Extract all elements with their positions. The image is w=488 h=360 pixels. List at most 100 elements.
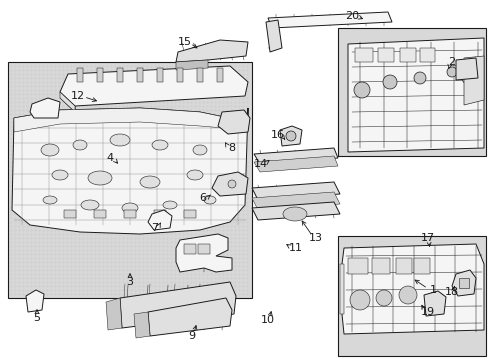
Polygon shape (339, 264, 343, 314)
Text: 4: 4 (106, 153, 113, 163)
Circle shape (227, 180, 236, 188)
Polygon shape (26, 290, 44, 312)
Polygon shape (251, 192, 339, 210)
Circle shape (446, 67, 456, 77)
Ellipse shape (110, 134, 130, 146)
Ellipse shape (88, 171, 112, 185)
Polygon shape (280, 126, 302, 146)
Bar (97, 68, 103, 82)
Ellipse shape (152, 140, 168, 150)
Polygon shape (253, 148, 337, 164)
Ellipse shape (73, 140, 87, 150)
Ellipse shape (43, 196, 57, 204)
Polygon shape (347, 38, 483, 152)
Bar (395, 258, 411, 274)
Polygon shape (423, 291, 445, 316)
Bar (117, 68, 123, 82)
Circle shape (413, 72, 425, 84)
Text: 19: 19 (420, 307, 434, 317)
Bar (183, 210, 196, 218)
Polygon shape (253, 156, 337, 172)
Bar (354, 48, 372, 62)
FancyBboxPatch shape (337, 236, 485, 356)
Ellipse shape (163, 201, 177, 209)
Polygon shape (265, 20, 282, 52)
Bar (154, 210, 165, 218)
Circle shape (398, 286, 416, 304)
Text: 9: 9 (188, 331, 195, 341)
Polygon shape (267, 12, 391, 28)
Bar (197, 68, 203, 82)
Text: 16: 16 (270, 130, 285, 140)
Text: 3: 3 (126, 277, 133, 287)
Circle shape (382, 75, 396, 89)
Bar (177, 68, 183, 82)
Polygon shape (455, 58, 477, 80)
Polygon shape (463, 56, 483, 105)
Bar (347, 258, 367, 274)
Circle shape (375, 290, 391, 306)
Text: 18: 18 (444, 287, 458, 297)
Polygon shape (251, 202, 339, 220)
Text: 2: 2 (447, 57, 455, 67)
Polygon shape (176, 234, 231, 272)
Bar (124, 210, 136, 218)
Bar (77, 68, 83, 82)
Text: 6: 6 (199, 193, 206, 203)
Bar (377, 48, 393, 62)
Polygon shape (148, 210, 172, 230)
Polygon shape (30, 98, 60, 118)
Text: 13: 13 (308, 233, 323, 243)
Bar (371, 258, 389, 274)
Text: 15: 15 (178, 37, 192, 47)
Polygon shape (106, 298, 122, 330)
Polygon shape (341, 244, 483, 334)
Text: 7: 7 (151, 223, 158, 233)
Bar (94, 210, 106, 218)
Text: 8: 8 (228, 143, 235, 153)
Ellipse shape (52, 170, 68, 180)
Polygon shape (148, 298, 231, 336)
Polygon shape (251, 182, 339, 200)
Ellipse shape (283, 207, 306, 221)
Polygon shape (218, 110, 249, 134)
Polygon shape (60, 92, 75, 112)
Text: 20: 20 (344, 11, 358, 21)
Text: 14: 14 (253, 159, 267, 169)
Polygon shape (212, 172, 247, 196)
Bar (217, 68, 223, 82)
Bar (399, 48, 415, 62)
Bar (157, 68, 163, 82)
Bar (198, 244, 209, 254)
Text: 12: 12 (71, 91, 85, 101)
Polygon shape (14, 108, 247, 132)
Circle shape (461, 72, 473, 84)
Text: 10: 10 (261, 315, 274, 325)
Ellipse shape (203, 196, 216, 204)
Ellipse shape (140, 176, 160, 188)
Bar (64, 210, 76, 218)
Polygon shape (451, 270, 475, 296)
Ellipse shape (193, 145, 206, 155)
Text: 1: 1 (428, 285, 436, 295)
Polygon shape (134, 312, 150, 338)
FancyBboxPatch shape (337, 28, 485, 156)
Polygon shape (60, 66, 247, 106)
FancyBboxPatch shape (8, 62, 251, 298)
Ellipse shape (41, 144, 59, 156)
Text: 5: 5 (34, 313, 41, 323)
Ellipse shape (81, 200, 99, 210)
Circle shape (353, 82, 369, 98)
Polygon shape (12, 108, 247, 234)
Polygon shape (120, 282, 236, 328)
Ellipse shape (186, 170, 203, 180)
Polygon shape (176, 40, 247, 62)
Bar (419, 48, 434, 62)
Bar (137, 68, 142, 82)
Polygon shape (176, 60, 207, 70)
Text: 11: 11 (288, 243, 303, 253)
Bar (183, 244, 196, 254)
Circle shape (349, 290, 369, 310)
Text: 17: 17 (420, 233, 434, 243)
Bar (413, 258, 429, 274)
